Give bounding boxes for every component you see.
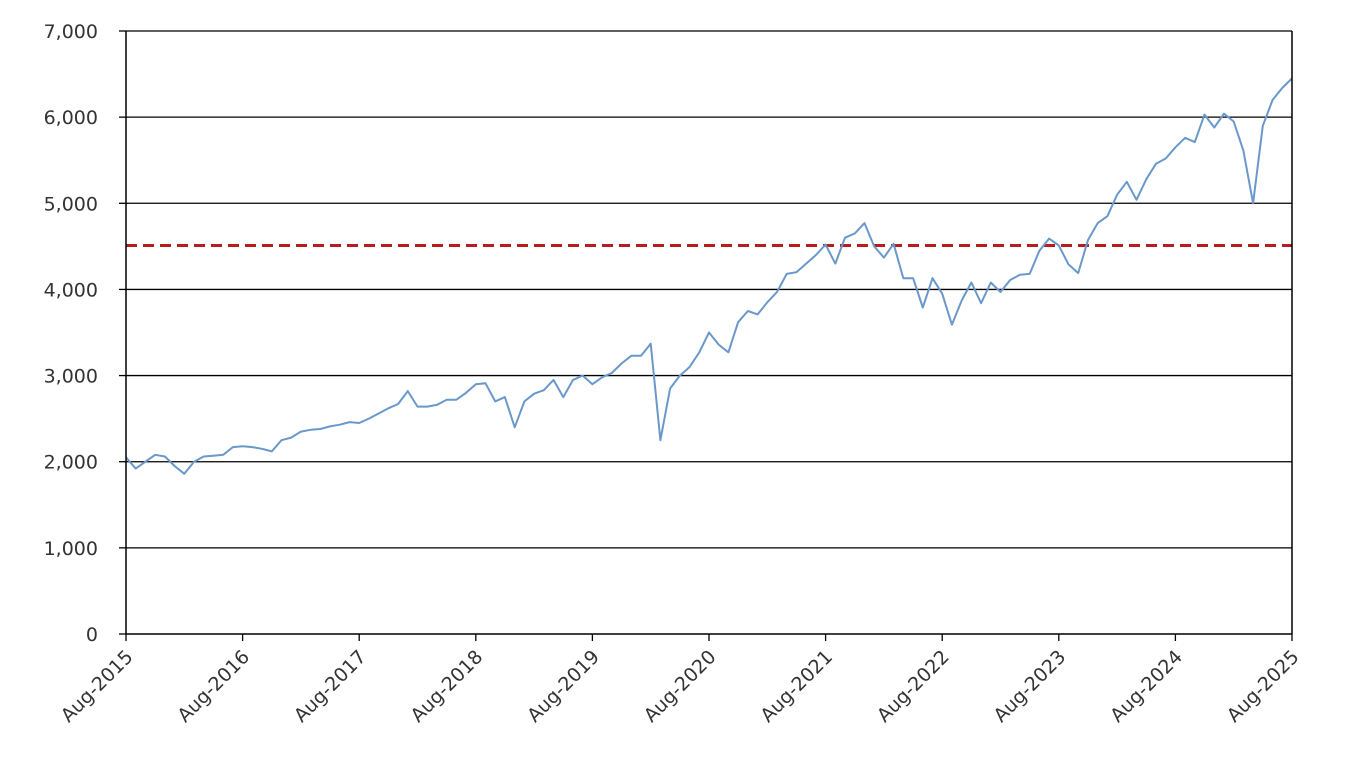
y-tick-label: 3,000 (44, 366, 98, 388)
x-tick-label: Aug-2025 (1223, 646, 1304, 727)
y-tick-label: 4,000 (44, 279, 98, 301)
x-tick-label: Aug-2018 (407, 646, 488, 727)
x-tick-label: Aug-2017 (290, 646, 371, 727)
y-tick-label: 2,000 (44, 452, 98, 474)
gridlines (126, 30, 1292, 549)
x-tick-label: Aug-2016 (173, 646, 254, 727)
y-tick-label: 0 (86, 624, 98, 646)
y-tick-label: 1,000 (44, 538, 98, 560)
series-line-0 (125, 77, 1293, 475)
x-tick-label: Aug-2023 (990, 646, 1071, 727)
x-tick-label: Aug-2015 (57, 646, 138, 727)
y-axis-tick-labels: 0 1,000 2,000 3,000 4,000 5,000 6,000 7,000 (44, 21, 98, 646)
x-axis-tick-labels: Aug-2015 Aug-2016 Aug-2017 Aug-2018 Aug-2019… (57, 646, 1304, 727)
y-tick-label: 5,000 (44, 193, 98, 215)
series-layer (125, 77, 1293, 475)
x-tick-label: Aug-2020 (640, 646, 721, 727)
y-tick-label: 7,000 (44, 21, 98, 43)
x-tick-label: Aug-2022 (873, 646, 954, 727)
x-tick-label: Aug-2019 (523, 646, 604, 727)
axes (119, 30, 1293, 641)
x-tick-label: Aug-2021 (756, 646, 837, 727)
y-tick-label: 6,000 (44, 107, 98, 129)
x-tick-label: Aug-2024 (1106, 646, 1187, 727)
